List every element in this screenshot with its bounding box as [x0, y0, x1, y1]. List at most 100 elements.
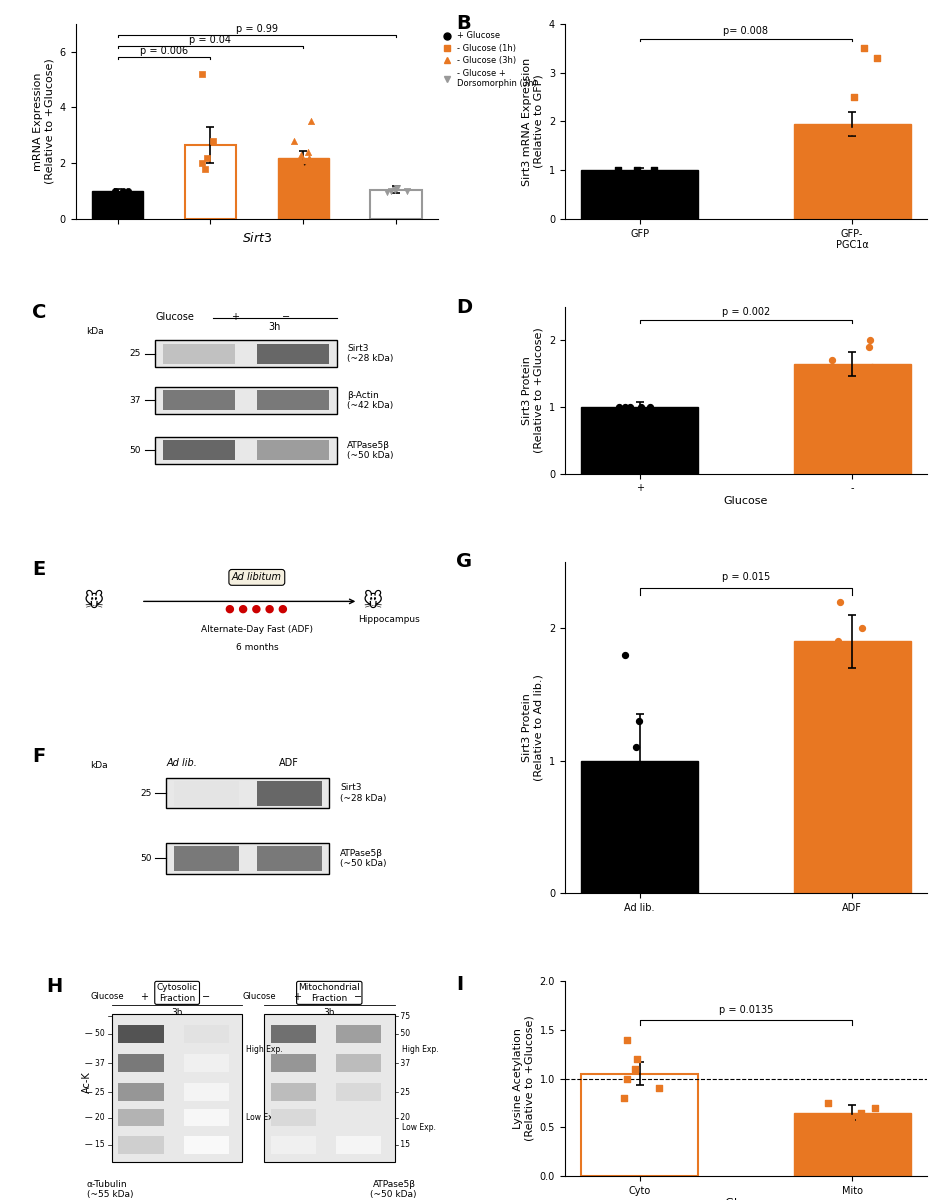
Text: 25: 25: [398, 1087, 411, 1097]
Text: −: −: [282, 312, 289, 322]
Text: −: −: [201, 991, 210, 1002]
Bar: [581, 407, 698, 474]
Text: ATPase5β
(~50 kDa): ATPase5β (~50 kDa): [347, 440, 394, 460]
Text: 6 months: 6 months: [236, 643, 278, 652]
Bar: [118, 1055, 164, 1072]
Bar: [794, 124, 911, 218]
Text: Glucose: Glucose: [90, 992, 124, 1001]
Point: [651, 764, 666, 784]
Point: [844, 1108, 859, 1127]
Point: [853, 136, 868, 155]
Text: p = 0.006: p = 0.006: [140, 46, 188, 56]
Bar: [581, 1074, 698, 1176]
Bar: [184, 1084, 229, 1102]
Point: [835, 371, 850, 390]
Bar: [184, 1109, 229, 1127]
Text: E: E: [32, 559, 45, 578]
Point: [634, 397, 649, 416]
Y-axis label: Lysine Acetylation
(Relative to +Glucose): Lysine Acetylation (Relative to +Glucose…: [513, 1015, 534, 1141]
Text: Alternate-Day Fast (ADF): Alternate-Day Fast (ADF): [201, 625, 313, 634]
Text: p = 0.246: p = 0.246: [616, 805, 664, 816]
Point: [862, 337, 877, 356]
Text: 50: 50: [398, 1030, 411, 1038]
Text: — 20: — 20: [85, 1114, 105, 1122]
Text: G: G: [456, 552, 472, 571]
Point: [620, 1069, 635, 1088]
Point: [869, 48, 885, 67]
Bar: [173, 780, 238, 805]
Point: [292, 151, 307, 170]
Point: [292, 154, 307, 173]
Bar: [336, 1109, 381, 1127]
Bar: [112, 1014, 242, 1163]
Point: [838, 146, 853, 166]
Bar: [166, 778, 329, 809]
Text: p = 0.99: p = 0.99: [236, 24, 278, 34]
Point: [197, 160, 212, 179]
Bar: [163, 390, 236, 410]
Text: ADF: ADF: [278, 758, 298, 768]
Bar: [336, 1084, 381, 1102]
Bar: [581, 170, 698, 218]
Text: Ad libitum: Ad libitum: [232, 572, 282, 582]
Point: [379, 182, 394, 202]
X-axis label: $\it{Sirt3}$: $\it{Sirt3}$: [241, 232, 272, 245]
Text: Low Exp.: Low Exp.: [246, 1114, 280, 1122]
Point: [617, 644, 632, 664]
Point: [863, 330, 878, 349]
Point: [631, 712, 646, 731]
Point: [620, 1030, 635, 1049]
Point: [825, 350, 840, 370]
Text: Glucose: Glucose: [155, 312, 194, 322]
Text: — 15: — 15: [85, 1140, 105, 1150]
Point: [390, 179, 405, 198]
Bar: [256, 440, 329, 461]
Point: [194, 65, 209, 84]
Text: Cytosolic
Fraction: Cytosolic Fraction: [156, 983, 198, 1002]
Bar: [336, 1055, 381, 1072]
Text: kDa: kDa: [90, 761, 108, 770]
Point: [622, 397, 638, 416]
Text: 50: 50: [140, 854, 151, 863]
Text: 🐭: 🐭: [83, 592, 104, 611]
Bar: [184, 1055, 229, 1072]
Text: ATPase5β
(~50 kDa): ATPase5β (~50 kDa): [370, 1180, 416, 1199]
Text: p = 0.04: p = 0.04: [189, 35, 232, 44]
Bar: [256, 846, 322, 871]
Text: — 50: — 50: [85, 1030, 105, 1038]
Text: Sirt3
(~28 kDa): Sirt3 (~28 kDa): [347, 344, 394, 364]
Point: [854, 618, 869, 637]
Point: [856, 38, 871, 58]
Point: [296, 151, 311, 170]
Bar: [256, 780, 322, 805]
Text: 3h: 3h: [324, 1008, 335, 1018]
Text: 🐭: 🐭: [362, 592, 383, 611]
Point: [303, 112, 318, 131]
Point: [847, 88, 862, 107]
Bar: [794, 1112, 911, 1176]
Text: Mitochondrial
Fraction: Mitochondrial Fraction: [298, 983, 360, 1002]
Bar: [271, 1136, 316, 1153]
Point: [830, 364, 845, 383]
Text: Glucose: Glucose: [242, 992, 276, 1001]
Bar: [118, 1025, 164, 1043]
Point: [628, 738, 643, 757]
Text: α-Tubulin
(~55 kDa): α-Tubulin (~55 kDa): [86, 1180, 133, 1199]
Point: [301, 148, 316, 167]
Text: 50: 50: [130, 446, 141, 455]
Point: [646, 161, 661, 180]
Legend: + Glucose, - Glucose (1h), - Glucose (3h), - Glucose +
Dorsomorphin (3h): + Glucose, - Glucose (1h), - Glucose (3h…: [435, 28, 540, 91]
Bar: [278, 157, 328, 218]
Text: 3h: 3h: [269, 322, 281, 332]
Point: [300, 143, 315, 162]
Text: 20: 20: [398, 1114, 411, 1122]
Y-axis label: mRNA Expression
(Relative to +Glucose): mRNA Expression (Relative to +Glucose): [32, 59, 54, 185]
Bar: [118, 1109, 164, 1127]
Point: [115, 181, 131, 200]
Point: [610, 161, 625, 180]
Bar: [256, 343, 329, 364]
Point: [293, 154, 308, 173]
Point: [195, 154, 210, 173]
Text: — 37: — 37: [85, 1058, 105, 1068]
Bar: [336, 1136, 381, 1153]
